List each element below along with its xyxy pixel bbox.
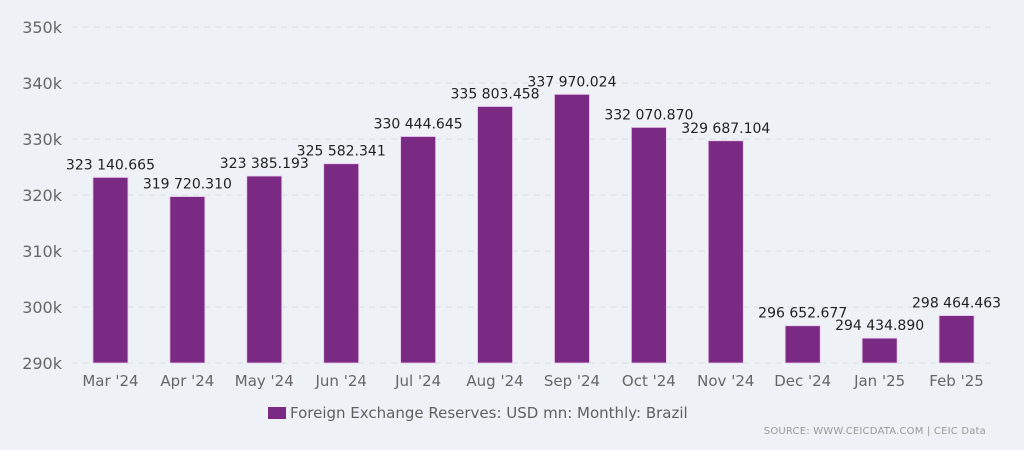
data-label: 332 070.870 (604, 107, 693, 123)
bar[interactable] (707, 140, 744, 364)
bar[interactable] (246, 175, 283, 364)
bar[interactable] (92, 177, 129, 364)
x-tick-label: Jun '24 (314, 372, 366, 390)
bar[interactable] (938, 315, 975, 364)
data-label: 298 464.463 (912, 296, 1001, 312)
x-tick-label: Jul '24 (394, 372, 441, 390)
source-credit: SOURCE: WWW.CEICDATA.COM | CEIC Data (763, 426, 986, 437)
y-tick-label: 310k (22, 242, 63, 261)
y-tick-label: 350k (22, 18, 63, 37)
x-tick-label: Apr '24 (160, 372, 214, 390)
bar[interactable] (861, 337, 898, 364)
bar[interactable] (784, 325, 821, 364)
bar[interactable] (554, 93, 590, 364)
x-tick-label: Oct '24 (622, 372, 676, 390)
x-tick-label: Nov '24 (697, 372, 754, 390)
data-label: 329 687.104 (681, 121, 770, 137)
x-tick-label: Sep '24 (544, 372, 600, 390)
data-label: 337 970.024 (527, 74, 616, 90)
data-label: 319 720.310 (143, 177, 232, 193)
data-label: 296 652.677 (758, 306, 847, 322)
y-tick-label: 290k (22, 354, 63, 373)
bar[interactable] (477, 106, 513, 364)
y-tick-label: 340k (22, 74, 63, 93)
bar[interactable] (323, 163, 360, 364)
legend-item[interactable]: Foreign Exchange Reserves: USD mn: Month… (268, 404, 688, 422)
data-label: 294 434.890 (835, 318, 924, 334)
x-tick-label: Feb '25 (929, 372, 984, 390)
data-label: 325 582.341 (297, 144, 386, 160)
legend-swatch (268, 407, 286, 419)
y-tick-label: 330k (22, 130, 63, 149)
x-tick-label: Jan '25 (853, 372, 905, 390)
bar[interactable] (400, 136, 437, 364)
y-axis: 290k 300k 310k 320k 330k 340k 350k (22, 18, 63, 373)
x-tick-label: Aug '24 (466, 372, 523, 390)
data-label: 335 803.458 (451, 87, 540, 103)
bars (92, 93, 975, 364)
x-axis: Mar '24 Apr '24 May '24 Jun '24 Jul '24 Aug '… (82, 372, 983, 390)
x-tick-label: May '24 (235, 372, 294, 390)
data-label: 323 140.665 (66, 157, 155, 173)
y-tick-label: 320k (22, 186, 63, 205)
data-label: 330 444.645 (374, 117, 463, 133)
legend-label: Foreign Exchange Reserves: USD mn: Month… (290, 404, 688, 422)
bar[interactable] (169, 196, 206, 364)
x-tick-label: Mar '24 (82, 372, 138, 390)
data-label: 323 385.193 (220, 156, 309, 172)
y-tick-label: 300k (22, 298, 63, 317)
bar[interactable] (630, 127, 667, 364)
x-tick-label: Dec '24 (774, 372, 831, 390)
